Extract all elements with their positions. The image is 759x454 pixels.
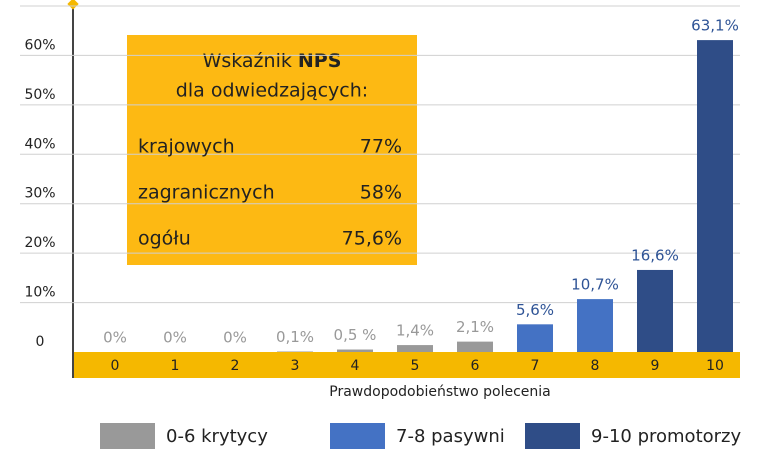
value-label: 16,6% [631,246,679,264]
x-tick-label: 4 [351,358,360,374]
value-label: 10,7% [571,276,619,294]
x-axis-label: Prawdopodobieństwo polecenia [329,384,550,400]
bar [577,299,613,352]
x-band [73,352,740,378]
legend-swatch [100,423,155,449]
x-tick-label: 10 [706,358,724,374]
y-tick-label: 20% [24,235,55,251]
annotation-row-label: krajowych [138,136,235,158]
legend-label: 7-8 pasywni [396,426,505,447]
y-tick-label: 30% [24,186,55,202]
y-tick-label: 70% [24,0,55,4]
annotation-row-label: zagranicznych [138,182,275,204]
x-tick-label: 3 [291,358,300,374]
bar [517,324,553,352]
value-label: 0,5 % [334,326,377,344]
x-tick-label: 8 [591,358,600,374]
bar [697,40,733,352]
annotation-row-value: 75,6% [342,228,402,250]
value-label: 5,6% [516,301,554,319]
value-label: 1,4% [396,322,434,340]
y-tick-label: 10% [24,285,55,301]
y-tick-label: 0 [36,334,45,350]
x-tick-label: 2 [231,358,240,374]
bar [457,341,493,352]
legend-label: 9-10 promotorzy [591,426,741,447]
value-label: 0,1% [276,328,314,346]
x-tick-label: 0 [111,358,120,374]
legend-swatch [525,423,580,449]
x-tick-label: 7 [531,358,540,374]
annotation-title-part: NPS [298,50,342,72]
annotation-row-value: 58% [360,182,402,204]
annotation-title-part: Wskaźnik [203,50,298,72]
x-tick-label: 1 [171,358,180,374]
annotation-box [127,35,417,265]
annotation-title: Wskaźnik NPS [203,50,342,72]
legend-label: 0-6 krytycy [166,426,268,447]
axis-marker [67,0,79,10]
bar [397,345,433,352]
bar [637,269,673,352]
value-label: 2,1% [456,318,494,336]
value-label: 0% [223,329,247,347]
x-tick-label: 5 [411,358,420,374]
x-tick-label: 6 [471,358,480,374]
annotation-row-value: 77% [360,136,402,158]
y-tick-label: 40% [24,136,55,152]
y-tick-label: 50% [24,87,55,103]
value-label: 0% [163,329,187,347]
value-label: 63,1% [691,17,739,35]
y-tick-label: 60% [24,37,55,53]
x-tick-label: 9 [651,358,660,374]
annotation-row-label: ogółu [138,228,191,250]
legend-swatch [330,423,385,449]
value-label: 0% [103,329,127,347]
annotation-subtitle: dla odwiedzających: [176,80,368,102]
bar [337,349,373,352]
